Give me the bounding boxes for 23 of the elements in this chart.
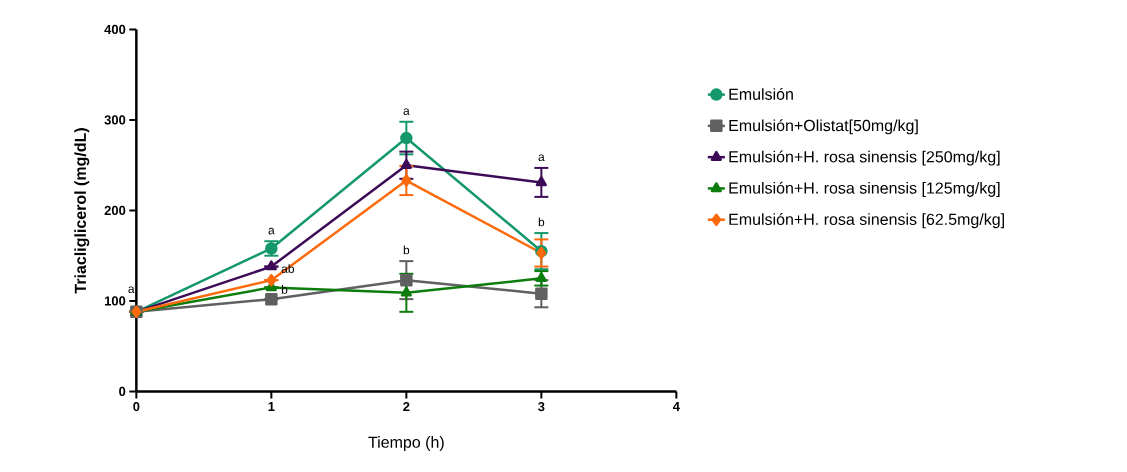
x-tick-label: 0 (133, 401, 140, 412)
legend-label: Emulsión+Olistat[50mg/kg] (729, 119, 918, 135)
y-tick-label: 0 (119, 386, 126, 397)
x-tick-label: 4 (672, 401, 680, 411)
y-tick-label: 200 (104, 205, 126, 216)
annotation: a (268, 227, 275, 235)
legend-label: Emulsión+H. rosa sinensis [125mg/kg] (729, 181, 1000, 197)
y-axis-title: Triacliglicerol (mg/dL) (74, 128, 90, 294)
legend-label: Emulsión+H. rosa sinensis [62.5mg/kg] (729, 213, 1004, 229)
annotation: a (403, 108, 410, 115)
y-tick-label: 400 (104, 24, 126, 35)
legend-label: Emulsión (729, 87, 793, 100)
x-tick-label: 2 (403, 401, 410, 412)
annotation: a (538, 154, 545, 162)
annotation: b (538, 217, 545, 227)
annotation: a (128, 286, 135, 294)
y-tick-label: 300 (104, 115, 126, 125)
annotation: b (403, 245, 410, 255)
legend-label: Emulsión+H. rosa sinensis [250mg/kg] (729, 150, 1000, 166)
x-tick-label: 3 (538, 401, 545, 412)
x-tick-label: 1 (268, 401, 275, 411)
y-tick-label: 100 (104, 296, 126, 306)
x-axis-title: Tiempo (h) (368, 436, 444, 451)
